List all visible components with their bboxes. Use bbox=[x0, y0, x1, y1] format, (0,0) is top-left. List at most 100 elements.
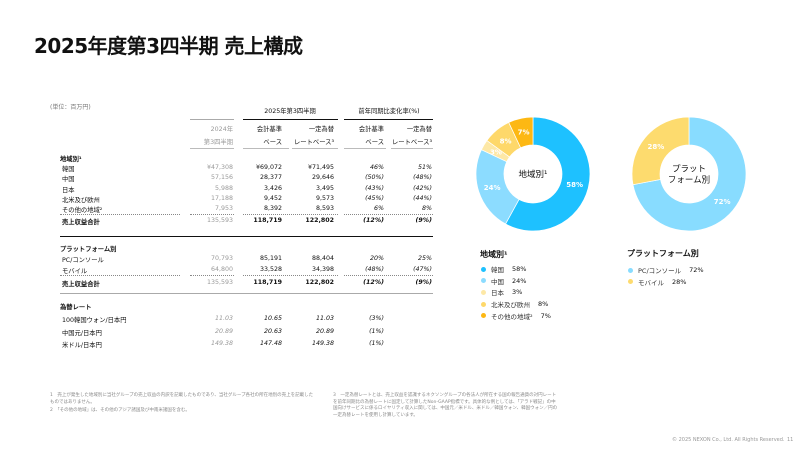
subtotal-dotted-line bbox=[190, 275, 234, 276]
page-number: 11 bbox=[787, 437, 794, 443]
platform-total-yoy_acct: (12%) bbox=[363, 279, 384, 286]
section-divider bbox=[60, 236, 433, 237]
fx-row-v2024: 149.38 bbox=[210, 340, 233, 347]
slice-label: 7% bbox=[518, 129, 530, 137]
header-line-2025 bbox=[243, 119, 338, 120]
slice-1-1 bbox=[631, 116, 690, 186]
fx-row-label: 中国元/日本円 bbox=[62, 329, 102, 337]
page-title: 2025年度第3四半期 売上構成 bbox=[34, 34, 303, 58]
slice-0-0 bbox=[505, 116, 591, 232]
region-row-acct: ¥69,072 bbox=[255, 164, 282, 171]
fx-row-fx: 11.03 bbox=[315, 315, 334, 322]
region-row-yoy_acct: (43%) bbox=[365, 184, 384, 192]
donut-center-label: 地域別¹ bbox=[519, 169, 548, 180]
platform-row-label: PC/コンソール bbox=[62, 257, 104, 264]
platform-row-acct: 33,528 bbox=[259, 265, 282, 273]
region-row-yoy_fx: (44%) bbox=[413, 194, 432, 202]
legend-label: 北米及び欧州 bbox=[491, 301, 530, 310]
legend-dot-icon bbox=[628, 279, 633, 285]
legend-label: 韓国 bbox=[491, 266, 504, 274]
legend-item: モバイル 28% bbox=[628, 277, 686, 287]
region-row-yoy_acct: (50%) bbox=[365, 174, 384, 182]
region-row-label: その他の地域² bbox=[62, 207, 103, 215]
platform-row-yoy_fx: 25% bbox=[418, 255, 432, 262]
region-row-v2024: 57,156 bbox=[210, 174, 233, 182]
column-header-col_fx: レートベース³ bbox=[294, 139, 334, 146]
legend-item: 韓国 58% bbox=[481, 264, 526, 274]
platform-total-label: 売上収益合計 bbox=[62, 281, 100, 288]
legend-item: 北米及び欧州 8% bbox=[481, 299, 548, 309]
slice-label: 8% bbox=[500, 137, 512, 145]
platform-total-yoy_fx: (9%) bbox=[415, 279, 432, 286]
legend-value: 8% bbox=[538, 300, 549, 309]
region-row-v2024: 5,988 bbox=[214, 184, 233, 192]
fx-row-fx: 149.38 bbox=[311, 340, 334, 347]
region-row-yoy_fx: 8% bbox=[422, 205, 432, 213]
region-row-acct: 9,452 bbox=[263, 194, 282, 202]
region-total-yoy_fx: (9%) bbox=[415, 217, 432, 224]
region-row-label: 北米及び欧州 bbox=[62, 196, 100, 204]
column-header-col_acct_yoy: ベース bbox=[365, 139, 384, 146]
legend-label: その他の地域² bbox=[491, 312, 533, 321]
donut-center-label: フォーム別 bbox=[668, 176, 710, 186]
header-bottom-line bbox=[391, 148, 433, 149]
legend-item: PC/コンソール 72% bbox=[628, 265, 704, 275]
region-row-yoy_fx: 51% bbox=[418, 164, 432, 171]
column-header-col_2024: 2024年 bbox=[210, 126, 233, 133]
subtotal-dotted-line bbox=[243, 275, 338, 276]
platform-row-acct: 85,191 bbox=[259, 255, 282, 262]
region-row-acct: 28,377 bbox=[259, 174, 282, 182]
section-divider bbox=[60, 293, 433, 294]
fx-row-yoy_acct: (1%) bbox=[369, 340, 384, 347]
fx-row-label: 100韓国ウォン/日本円 bbox=[62, 317, 127, 324]
footnote-3: 3 一定為替レートとは、売上収益を認識するネクソングループの各法人が所在する国の… bbox=[333, 393, 558, 418]
column-header-col_acct: ベース bbox=[263, 139, 282, 146]
subtotal-dotted-line bbox=[60, 275, 180, 276]
legend-dot-icon bbox=[481, 266, 486, 272]
header-bottom-line bbox=[190, 148, 234, 149]
header-bottom-line bbox=[292, 148, 338, 149]
legend-label: 中国 bbox=[491, 277, 504, 286]
legend-item: 中国 24% bbox=[481, 276, 526, 286]
region-row-fx: 8,593 bbox=[315, 205, 334, 213]
fx-row-v2024: 11.03 bbox=[214, 315, 233, 322]
slice-label: 28% bbox=[647, 143, 664, 151]
region-row-yoy_acct: 6% bbox=[374, 205, 384, 213]
region-total-yoy_acct: (12%) bbox=[363, 217, 384, 224]
slice-1-0 bbox=[632, 116, 747, 232]
region-row-fx: 3,495 bbox=[315, 184, 334, 192]
unit-label: (単位：百万円) bbox=[50, 104, 91, 111]
region-legend-title: 地域別¹ bbox=[480, 250, 508, 259]
legend-item: その他の地域² 7% bbox=[481, 311, 551, 321]
platform-row-yoy_acct: (48%) bbox=[365, 265, 384, 273]
column-header-col_acct: 会計基準 bbox=[256, 126, 282, 133]
footnote-2: 2 「その他の地域」は、その他のアジア諸国及び中南米諸国を含む。 bbox=[50, 408, 190, 413]
slice-label: 3% bbox=[490, 149, 502, 157]
platform-row-fx: 34,398 bbox=[311, 265, 334, 273]
platform-total-v2024: 135,593 bbox=[206, 279, 233, 286]
subtotal-dotted-line bbox=[344, 275, 433, 276]
platform-legend-title: プラットフォーム別 bbox=[627, 249, 699, 258]
region-row-fx: ¥71,495 bbox=[307, 164, 334, 171]
region-row-v2024: 7,953 bbox=[214, 205, 233, 213]
platform-row-yoy_fx: (47%) bbox=[413, 265, 432, 273]
subtotal-dotted-line bbox=[344, 214, 433, 215]
column-header-col_fx: 一定為替 bbox=[308, 126, 334, 133]
fx-row-acct: 147.48 bbox=[259, 340, 282, 347]
region-total-fx: 122,802 bbox=[305, 217, 334, 224]
legend-dot-icon bbox=[481, 313, 486, 319]
region-row-label: 韓国 bbox=[62, 166, 75, 173]
legend-dot-icon bbox=[628, 267, 633, 273]
platform-total-fx: 122,802 bbox=[305, 279, 334, 286]
legend-value: 72% bbox=[689, 266, 704, 274]
platform-row-v2024: 64,800 bbox=[210, 265, 233, 273]
fx-row-acct: 20.63 bbox=[263, 327, 282, 335]
header-bottom-line bbox=[243, 148, 289, 149]
column-header-col_2024: 第3四半期 bbox=[203, 139, 233, 146]
header-yoy: 前年同期比変化率(%) bbox=[358, 108, 420, 115]
legend-value: 28% bbox=[672, 277, 687, 286]
legend-value: 24% bbox=[512, 276, 527, 285]
region-row-yoy_acct: (45%) bbox=[365, 194, 384, 202]
platform-section-header: プラットフォーム別 bbox=[60, 246, 117, 253]
